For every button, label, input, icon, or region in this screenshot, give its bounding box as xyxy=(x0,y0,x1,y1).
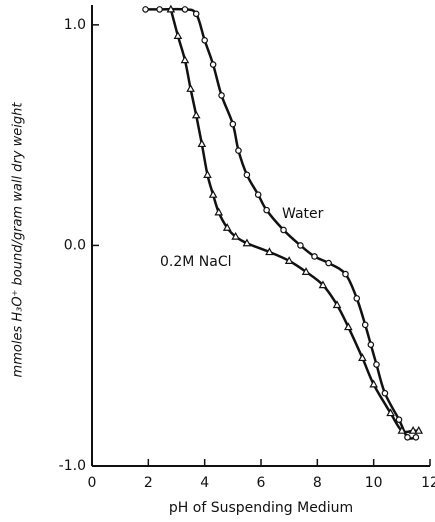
marker xyxy=(395,416,403,423)
marker xyxy=(408,425,418,434)
marker xyxy=(353,295,361,302)
series-label: Water xyxy=(282,206,324,222)
x-tick-label: 6 xyxy=(257,475,266,491)
marker xyxy=(209,61,217,68)
marker xyxy=(367,341,375,348)
marker xyxy=(301,267,311,275)
marker xyxy=(201,36,208,44)
x-axis-label: pH of Suspending Medium xyxy=(169,500,353,516)
series-line xyxy=(145,7,417,440)
marker xyxy=(197,139,207,148)
series-label: 0.2M NaCl xyxy=(160,254,232,270)
marker xyxy=(265,247,274,256)
marker xyxy=(373,361,380,368)
marker xyxy=(231,231,240,240)
marker xyxy=(243,171,251,179)
marker xyxy=(173,31,183,39)
marker xyxy=(218,92,225,99)
marker xyxy=(361,321,369,329)
x-tick-label: 10 xyxy=(365,475,383,491)
marker xyxy=(369,379,378,388)
marker xyxy=(344,322,353,331)
marker xyxy=(235,147,242,154)
marker xyxy=(342,270,349,278)
marker xyxy=(414,425,424,434)
y-axis-label: mmoles H₃O⁺ bound/gram wall dry weight xyxy=(11,102,26,378)
marker xyxy=(222,223,232,231)
marker xyxy=(180,55,190,64)
marker xyxy=(404,434,411,441)
marker xyxy=(191,110,201,119)
x-tick-label: 4 xyxy=(200,475,209,491)
marker xyxy=(284,256,294,264)
x-tick-label: 0 xyxy=(88,475,97,491)
x-tick-label: 8 xyxy=(313,475,322,491)
marker xyxy=(412,434,420,441)
marker xyxy=(332,300,342,309)
marker xyxy=(311,253,318,260)
marker xyxy=(156,6,163,13)
marker xyxy=(318,280,328,289)
marker xyxy=(297,242,304,249)
marker xyxy=(142,6,149,13)
marker xyxy=(325,259,332,267)
y-tick-label: -1.0 xyxy=(59,458,86,474)
marker xyxy=(214,207,224,216)
marker xyxy=(358,353,367,362)
y-tick-label: 0.0 xyxy=(64,237,86,253)
marker xyxy=(397,425,407,434)
marker xyxy=(186,84,195,92)
marker xyxy=(280,226,287,234)
marker xyxy=(181,6,189,13)
marker xyxy=(242,238,252,247)
marker xyxy=(386,408,395,417)
marker xyxy=(263,206,270,214)
marker xyxy=(381,389,389,397)
y-tick-label: 1.0 xyxy=(64,17,86,33)
marker xyxy=(192,10,200,18)
marker xyxy=(203,170,212,178)
marker xyxy=(166,4,176,13)
marker xyxy=(229,120,237,128)
marker xyxy=(208,189,218,198)
marker xyxy=(254,191,262,198)
x-tick-label: 12 xyxy=(421,475,435,491)
x-tick-label: 2 xyxy=(144,475,153,491)
